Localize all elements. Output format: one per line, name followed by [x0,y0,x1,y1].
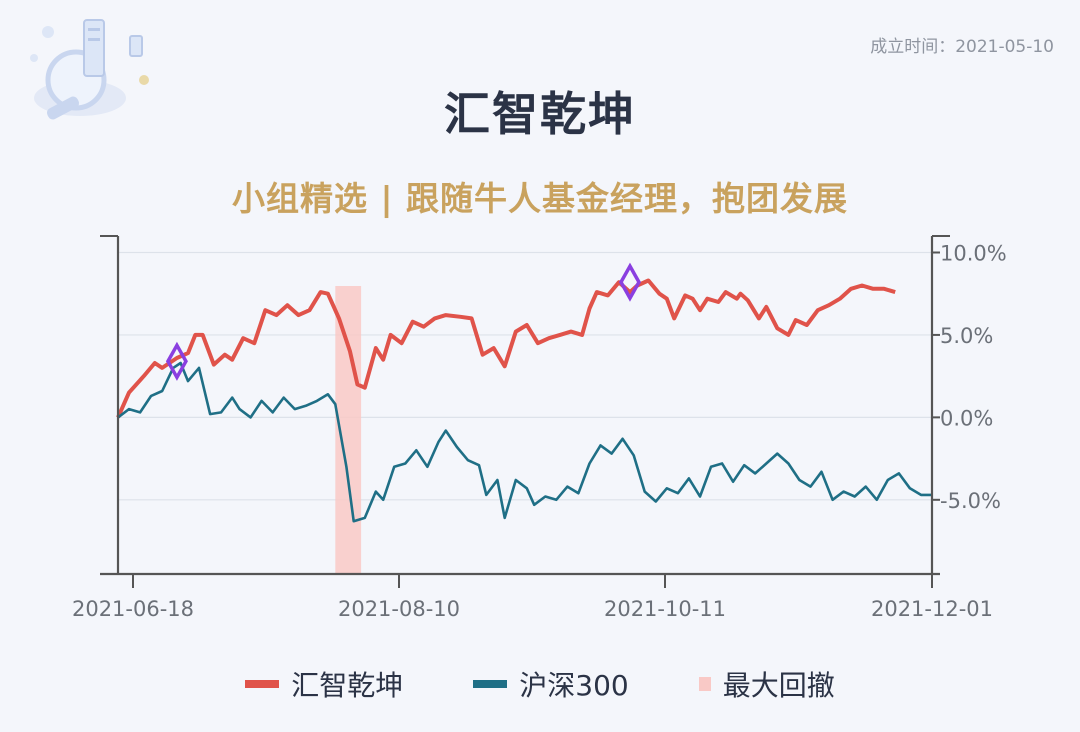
performance-chart: 10.0% 5.0% 0.0% -5.0% 2021-06-18 2021-08-10 20… [72,235,1007,621]
diamond-marker-icon [165,341,188,381]
diamond-marker-icon [618,262,641,302]
legend-label-index: 沪深300 [519,669,629,702]
fund-title: 汇智乾坤 [444,87,636,141]
axes [100,235,950,588]
y-tick-label: 5.0% [940,324,993,348]
legend-item-fund[interactable]: 汇智乾坤 [245,664,403,704]
legend-label-fund: 汇智乾坤 [291,669,404,702]
fund-subtitle: 小组精选 | 跟随牛人基金经理，抱团发展 [231,179,849,218]
legend-item-index[interactable]: 沪深300 [473,664,629,704]
y-tick-label: 0.0% [940,406,993,430]
markers [165,262,641,381]
legend-swatch-drawdown [698,677,711,691]
y-tick-label: -5.0% [940,489,1001,513]
x-tick-label: 2021-06-18 [72,597,194,621]
grid-lines [118,251,932,501]
index-series-line [117,361,932,523]
tick-labels: 10.0% 5.0% 0.0% -5.0% 2021-06-18 2021-08-10 20… [72,241,1007,621]
legend-item-drawdown[interactable]: 最大回撤 [698,664,835,704]
series-lines [116,278,932,523]
x-tick-label: 2021-08-10 [338,597,460,621]
legend-swatch-index [473,680,508,688]
legend-label-drawdown: 最大回撤 [722,669,835,702]
establish-date: 成立时间：2021-05-10 [870,37,1054,57]
chart-legend: 汇智乾坤 沪深300 最大回撤 [0,664,1080,704]
legend-swatch-fund [245,680,280,688]
x-tick-label: 2021-12-01 [871,597,993,621]
x-tick-label: 2021-10-11 [604,597,726,621]
fund-series-line [116,278,896,419]
y-tick-label: 10.0% [940,241,1007,265]
magnifier-document-icon [30,19,149,120]
